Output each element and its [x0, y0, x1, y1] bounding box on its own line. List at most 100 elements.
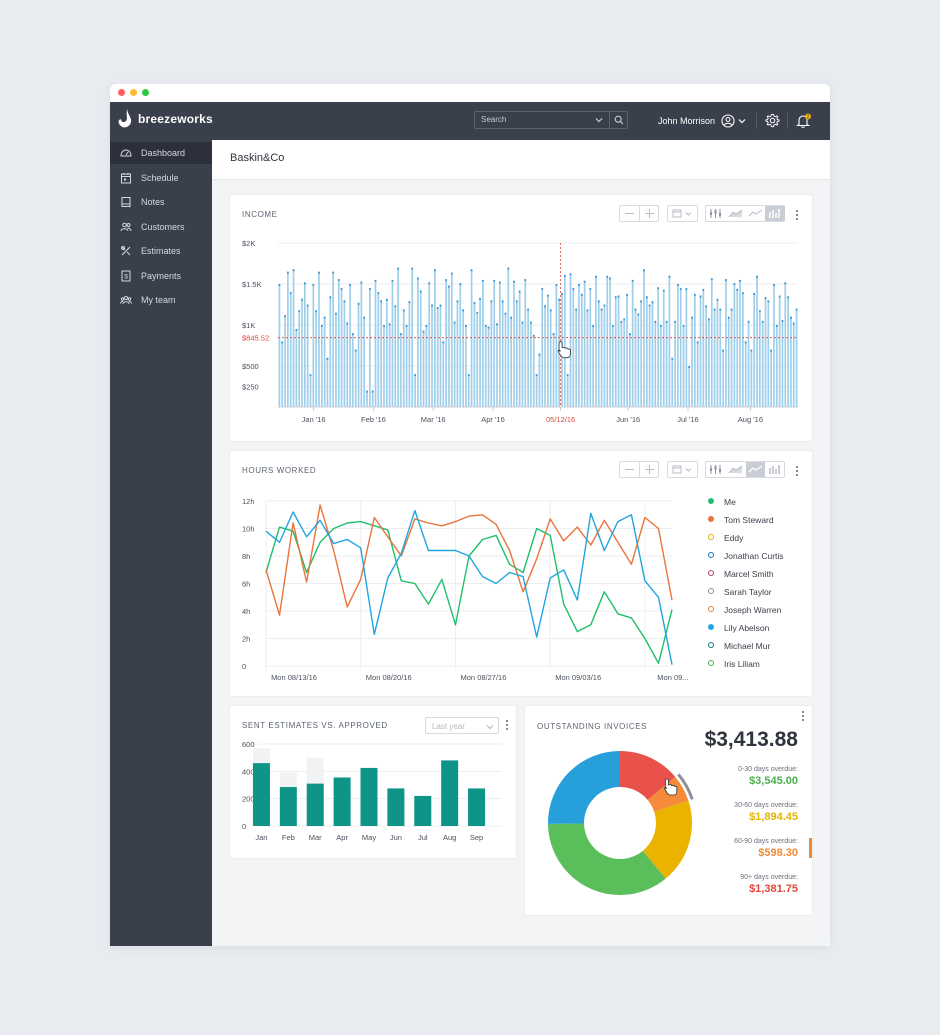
- income-bar-cap: [397, 267, 399, 270]
- sidebar-item-my-team[interactable]: My team: [110, 289, 212, 311]
- income-bar-cap: [688, 366, 691, 368]
- income-bar-cap: [425, 325, 428, 327]
- income-bar: [470, 269, 473, 407]
- income-bar-cap: [643, 269, 645, 272]
- income-bar: [530, 321, 532, 407]
- hours-more-menu[interactable]: [795, 466, 799, 478]
- income-bar-cap: [445, 279, 447, 282]
- income-bar: [281, 341, 284, 407]
- income-bar: [784, 282, 787, 407]
- period-select[interactable]: Last year: [425, 717, 499, 734]
- income-bar-cap: [304, 282, 306, 285]
- income-bar-cap: [566, 374, 569, 377]
- legend-item[interactable]: Lily Abelson: [724, 623, 770, 633]
- sidebar-item-estimates[interactable]: Estimates: [110, 240, 212, 262]
- close-window-button[interactable]: [118, 89, 125, 96]
- bell-icon[interactable]: 2: [796, 113, 812, 129]
- bar-chart-icon[interactable]: [765, 462, 785, 477]
- sidebar-item-payments[interactable]: $ Payments: [110, 265, 212, 287]
- income-bar: [756, 275, 758, 407]
- legend-item[interactable]: Tom Steward: [724, 515, 774, 525]
- income-bar: [626, 293, 628, 407]
- income-bar-cap: [742, 292, 744, 295]
- y-tick-label: 200: [242, 795, 255, 804]
- sidebar-item-customers[interactable]: Customers: [110, 216, 212, 238]
- sidebar-item-dashboard[interactable]: Dashboard: [110, 142, 212, 164]
- gear-icon[interactable]: [765, 113, 780, 128]
- income-bar: [586, 309, 589, 407]
- legend-item[interactable]: Sarah Taylor: [724, 587, 772, 597]
- income-bar-cap: [784, 282, 787, 285]
- maximize-window-button[interactable]: [142, 89, 149, 96]
- income-bar-cap: [402, 309, 405, 312]
- legend-item[interactable]: Michael Mur: [724, 641, 771, 651]
- sidebar-item-notes[interactable]: Notes: [110, 191, 212, 213]
- estimates-more-menu[interactable]: [505, 720, 509, 732]
- zoom-in-icon[interactable]: [640, 206, 659, 221]
- minimize-window-button[interactable]: [130, 89, 137, 96]
- search-icon[interactable]: [614, 115, 624, 125]
- income-bar-cap: [422, 330, 425, 333]
- income-bar-cap: [394, 305, 397, 308]
- area-chart-icon[interactable]: [726, 206, 745, 221]
- income-more-menu[interactable]: [795, 210, 799, 222]
- logo[interactable]: breezeworks: [118, 109, 213, 129]
- topbar-divider: [787, 113, 788, 129]
- income-bar: [778, 295, 781, 407]
- x-tick-label: Mon 09/03/16: [555, 673, 601, 682]
- legend-item[interactable]: Eddy: [724, 533, 744, 543]
- y-tick-label: 400: [242, 767, 255, 776]
- income-bar-cap: [467, 374, 470, 377]
- zoom-in-icon[interactable]: [640, 462, 659, 477]
- income-bar: [482, 279, 484, 407]
- income-bar: [521, 321, 524, 407]
- line-chart-icon[interactable]: [746, 462, 765, 477]
- income-bar: [402, 309, 405, 407]
- income-bar: [566, 374, 569, 407]
- income-bar: [614, 296, 617, 407]
- date-range-picker[interactable]: [667, 461, 698, 478]
- candlestick-chart-icon[interactable]: [706, 206, 725, 221]
- approved-bar: [333, 777, 351, 826]
- search-separator: [609, 112, 610, 128]
- overdue-value: $1,381.75: [749, 883, 798, 895]
- invoices-more-menu[interactable]: [801, 711, 805, 723]
- overdue-label: 30-60 days overdue:: [734, 802, 798, 809]
- legend-item[interactable]: Iris Liliam: [724, 659, 760, 669]
- y-tick-label: 4h: [242, 607, 250, 616]
- zoom-out-icon[interactable]: [620, 206, 639, 221]
- income-bar: [493, 279, 496, 407]
- sidebar-item-schedule[interactable]: Schedule: [110, 167, 212, 189]
- income-bar: [425, 325, 428, 407]
- area-chart-icon[interactable]: [726, 462, 745, 477]
- zoom-out-icon[interactable]: [620, 462, 639, 477]
- topbar-divider: [756, 113, 757, 129]
- page-header: Baskin&Co: [212, 140, 830, 180]
- legend-item[interactable]: Marcel Smith: [724, 569, 774, 579]
- income-bar: [547, 294, 549, 407]
- legend-item[interactable]: Me: [724, 497, 736, 507]
- x-tick-label: Feb '16: [361, 415, 386, 424]
- income-bar: [651, 301, 654, 407]
- y-tick-label: 10h: [242, 525, 255, 534]
- income-bar: [428, 282, 431, 407]
- candlestick-chart-icon[interactable]: [706, 462, 725, 477]
- income-bar-cap: [600, 308, 603, 311]
- date-range-picker[interactable]: [667, 205, 698, 222]
- notification-count: 2: [807, 114, 810, 120]
- donut-slice: [620, 751, 676, 800]
- chevron-down-icon[interactable]: [595, 116, 603, 124]
- bar-chart-icon[interactable]: [765, 206, 785, 221]
- legend-item[interactable]: Jonathan Curtis: [724, 551, 784, 561]
- income-bar: [499, 281, 501, 407]
- user-menu[interactable]: John Morrison: [658, 114, 746, 128]
- x-tick-label: Aug '16: [738, 415, 763, 424]
- income-bar-cap: [549, 309, 552, 312]
- income-bar-cap: [773, 284, 775, 286]
- legend-marker: [708, 552, 714, 558]
- notes-icon: [121, 197, 131, 207]
- search-input[interactable]: Search: [474, 111, 628, 129]
- legend-item[interactable]: Joseph Warren: [724, 605, 782, 615]
- income-bar-cap: [462, 309, 464, 312]
- line-chart-icon[interactable]: [746, 206, 765, 221]
